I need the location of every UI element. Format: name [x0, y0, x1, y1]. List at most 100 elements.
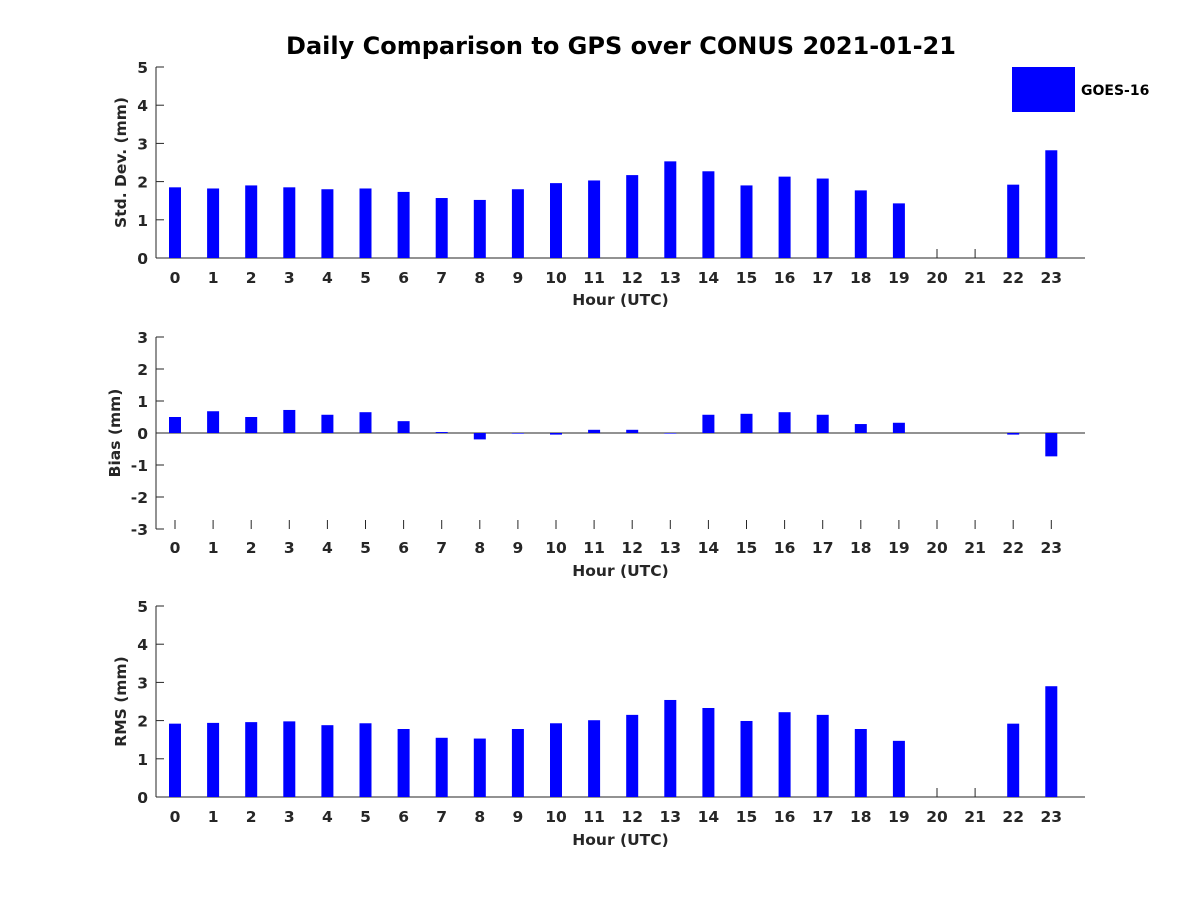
bar-hour-4 — [321, 189, 334, 258]
bar-hour-9 — [511, 189, 524, 258]
x-tick-label: 1 — [208, 269, 219, 287]
x-tick-label: 8 — [474, 539, 485, 557]
bar-hour-2 — [245, 722, 258, 797]
x-tick-label: 7 — [436, 808, 447, 826]
bar-hour-18 — [854, 424, 867, 433]
bar-hour-8 — [473, 738, 486, 797]
x-tick-label: 9 — [513, 808, 524, 826]
x-tick-label: 0 — [170, 539, 181, 557]
bar-hour-16 — [778, 712, 791, 797]
bar-hour-4 — [321, 414, 334, 433]
x-tick-label: 11 — [583, 808, 605, 826]
bar-hour-18 — [854, 190, 867, 258]
bar-hour-5 — [359, 188, 372, 258]
bar-hour-5 — [359, 723, 372, 797]
y-tick-label: -3 — [131, 521, 148, 539]
bar-hour-6 — [397, 729, 410, 797]
bar-hour-2 — [245, 417, 258, 433]
bar-hour-16 — [778, 412, 791, 433]
x-tick-label: 10 — [545, 269, 567, 287]
y-tick-label: 4 — [137, 636, 148, 654]
x-tick-label: 21 — [964, 808, 986, 826]
bar-hour-3 — [283, 187, 296, 258]
x-tick-label: 9 — [513, 269, 524, 287]
x-tick-label: 18 — [850, 539, 872, 557]
bar-hour-0 — [169, 417, 181, 433]
legend-swatch-goes-16 — [1012, 67, 1075, 112]
bar-hour-11 — [588, 720, 601, 797]
bar-hour-12 — [626, 429, 639, 433]
bar-hour-16 — [778, 176, 791, 258]
x-tick-label: 18 — [850, 269, 872, 287]
bar-hour-19 — [892, 740, 905, 797]
x-tick-label: 19 — [888, 808, 910, 826]
bar-hour-14 — [702, 171, 715, 258]
x-tick-label: 6 — [398, 808, 409, 826]
bar-hour-14 — [702, 414, 715, 433]
y-tick-label: 5 — [137, 59, 148, 77]
x-tick-label: 23 — [1041, 808, 1063, 826]
bar-hour-17 — [816, 414, 829, 433]
x-tick-label: 21 — [964, 269, 986, 287]
x-tick-label: 12 — [621, 539, 643, 557]
bar-hour-0 — [169, 723, 181, 797]
y-tick-label: 4 — [137, 97, 148, 115]
y-tick-label: 3 — [137, 329, 148, 347]
bar-hour-23 — [1045, 433, 1058, 457]
bar-hour-10 — [550, 433, 562, 435]
x-tick-label: 21 — [964, 539, 986, 557]
bar-hour-11 — [588, 180, 601, 258]
x-axis-label: Hour (UTC) — [572, 291, 668, 309]
x-tick-label: 9 — [513, 539, 524, 557]
x-tick-label: 2 — [246, 808, 257, 826]
x-tick-label: 17 — [812, 269, 834, 287]
x-tick-label: 23 — [1041, 269, 1063, 287]
bar-hour-9 — [511, 433, 524, 434]
y-tick-label: 0 — [137, 789, 148, 807]
x-tick-label: 3 — [284, 539, 295, 557]
x-tick-label: 1 — [208, 808, 219, 826]
x-axis-label: Hour (UTC) — [572, 562, 668, 580]
y-tick-label: 5 — [137, 598, 148, 616]
x-tick-label: 1 — [208, 539, 219, 557]
x-tick-label: 16 — [774, 808, 796, 826]
bar-hour-7 — [435, 432, 448, 433]
x-tick-label: 13 — [660, 808, 682, 826]
x-tick-label: 16 — [774, 539, 796, 557]
x-tick-label: 7 — [436, 539, 447, 557]
bar-hour-3 — [283, 721, 296, 797]
y-axis-label: Bias (mm) — [106, 389, 124, 478]
x-tick-label: 14 — [698, 808, 720, 826]
x-tick-label: 15 — [736, 269, 758, 287]
x-tick-label: 17 — [812, 808, 834, 826]
bar-hour-17 — [816, 178, 829, 258]
y-tick-label: 1 — [137, 212, 148, 230]
x-tick-label: 8 — [474, 808, 485, 826]
bar-hour-17 — [816, 714, 829, 797]
bar-hour-10 — [550, 723, 562, 797]
x-tick-label: 14 — [698, 269, 720, 287]
legend-label-goes-16: GOES-16 — [1081, 83, 1149, 99]
x-tick-label: 20 — [926, 808, 948, 826]
x-tick-label: 4 — [322, 539, 333, 557]
x-tick-label: 5 — [360, 539, 371, 557]
bar-hour-9 — [511, 729, 524, 797]
y-tick-label: 0 — [137, 250, 148, 268]
x-tick-label: 22 — [1002, 808, 1024, 826]
x-tick-label: 3 — [284, 808, 295, 826]
x-tick-label: 20 — [926, 269, 948, 287]
x-tick-label: 0 — [170, 269, 181, 287]
y-axis-label: Std. Dev. (mm) — [112, 97, 130, 228]
x-tick-label: 8 — [474, 269, 485, 287]
bar-hour-19 — [892, 203, 905, 258]
x-tick-label: 10 — [545, 539, 567, 557]
x-tick-label: 13 — [660, 539, 682, 557]
x-tick-label: 19 — [888, 269, 910, 287]
x-tick-label: 11 — [583, 539, 605, 557]
y-tick-label: -1 — [131, 457, 148, 475]
bar-hour-22 — [1007, 723, 1020, 797]
bar-hour-14 — [702, 707, 715, 797]
